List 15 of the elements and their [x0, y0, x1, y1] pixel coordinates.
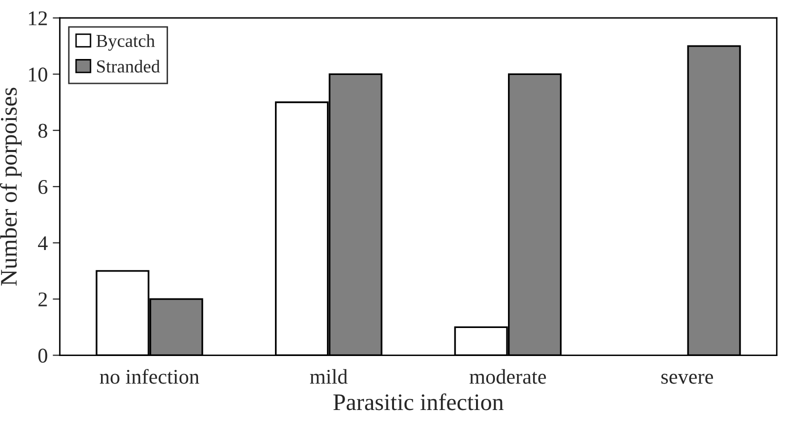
x-tick-label: severe [661, 374, 714, 384]
x-tick-label: no infection [100, 368, 200, 384]
y-tick-label: 10 [29, 68, 48, 82]
x-tick-label: moderate [470, 369, 546, 384]
y-tick-label: 2 [38, 292, 47, 306]
y-tick-label: 0 [38, 348, 48, 363]
legend-label: Bycatch [96, 34, 155, 51]
legend-label: Stranded [97, 60, 160, 73]
y-axis-title: Number of porpoises [0, 88, 22, 286]
x-axis-title: Parasitic infection [333, 393, 504, 410]
y-tick-label: 12 [29, 11, 47, 26]
x-tick-label: mild [310, 369, 348, 384]
y-tick-label: 4 [38, 236, 48, 250]
y-tick-label: 8 [38, 124, 48, 138]
y-tick-label: 6 [38, 180, 48, 194]
